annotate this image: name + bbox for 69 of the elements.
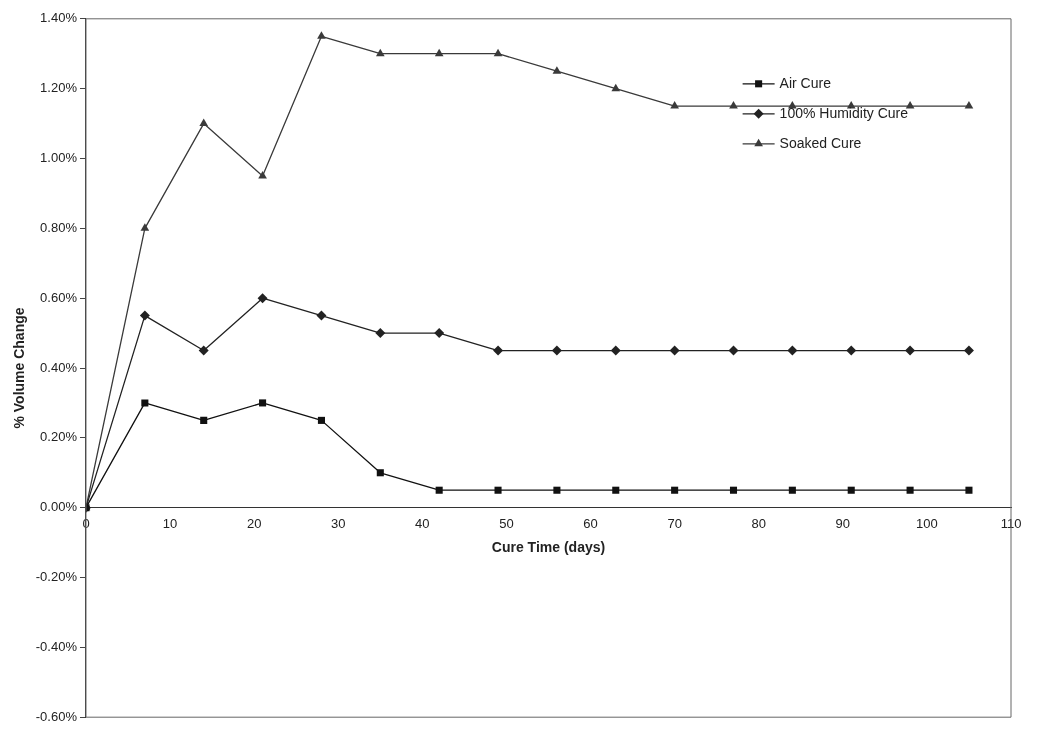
point	[375, 48, 385, 57]
point	[964, 101, 974, 109]
x-tick-label: 70	[667, 516, 682, 532]
point	[316, 310, 327, 321]
x-tick-label: 110	[1000, 516, 1022, 532]
point	[671, 486, 679, 494]
point	[670, 101, 679, 109]
point	[612, 486, 620, 494]
point	[141, 399, 149, 407]
point	[788, 486, 796, 494]
point	[493, 345, 504, 356]
point	[200, 416, 208, 424]
x-tick-label: 10	[162, 516, 178, 532]
point	[198, 345, 209, 356]
point	[139, 310, 150, 321]
y-tick-label: 1.40%	[40, 10, 78, 26]
point	[199, 118, 209, 127]
point	[905, 101, 915, 109]
point	[847, 486, 855, 494]
x-tick-label: 20	[246, 516, 262, 532]
point	[317, 31, 326, 39]
x-tick-label: 60	[583, 516, 598, 532]
point	[963, 345, 974, 356]
legend-label: Soaked Cure	[779, 134, 862, 151]
point	[906, 486, 914, 494]
point	[729, 101, 738, 109]
point	[375, 328, 386, 339]
y-tick-label: 0.20%	[40, 429, 78, 445]
point	[553, 486, 561, 494]
point	[376, 469, 384, 477]
x-axis-title: Cure Time (days)	[491, 538, 606, 555]
y-tick-label: -0.20%	[35, 569, 78, 585]
point	[140, 223, 150, 231]
point	[552, 66, 562, 74]
point	[434, 48, 444, 57]
x-tick-label: 50	[499, 516, 514, 532]
point	[317, 416, 325, 424]
y-tick-label: 0.80%	[40, 219, 78, 235]
point	[494, 486, 502, 494]
point	[434, 328, 445, 339]
y-tick-label: 1.00%	[40, 150, 78, 166]
y-tick-label: 0.40%	[40, 359, 78, 375]
point	[669, 345, 680, 356]
point	[493, 48, 503, 57]
point	[729, 486, 738, 494]
point	[610, 345, 621, 356]
legend-label: Air Cure	[779, 74, 832, 91]
y-tick-label: 0.00%	[40, 499, 78, 515]
y-tick-label: -0.60%	[35, 708, 78, 724]
x-tick-label: 90	[835, 516, 851, 532]
legend-label: 100% Humidity Cure	[779, 104, 909, 121]
point	[435, 486, 443, 494]
y-tick-label: 1.20%	[40, 80, 78, 96]
point	[259, 399, 267, 407]
x-tick-label: 80	[751, 516, 766, 532]
y-axis-title: % Volume Change	[11, 307, 28, 429]
x-tick-label: 30	[331, 516, 346, 532]
point	[728, 345, 739, 356]
point	[965, 486, 973, 494]
point	[905, 345, 916, 356]
point	[611, 83, 621, 92]
x-tick-label: 100	[916, 516, 938, 532]
y-tick-label: -0.40%	[35, 638, 78, 654]
point	[551, 345, 562, 356]
point	[846, 345, 857, 356]
point	[257, 293, 268, 304]
x-tick-label: 40	[415, 516, 430, 532]
point	[787, 345, 798, 356]
y-tick-label: 0.60%	[40, 289, 78, 305]
